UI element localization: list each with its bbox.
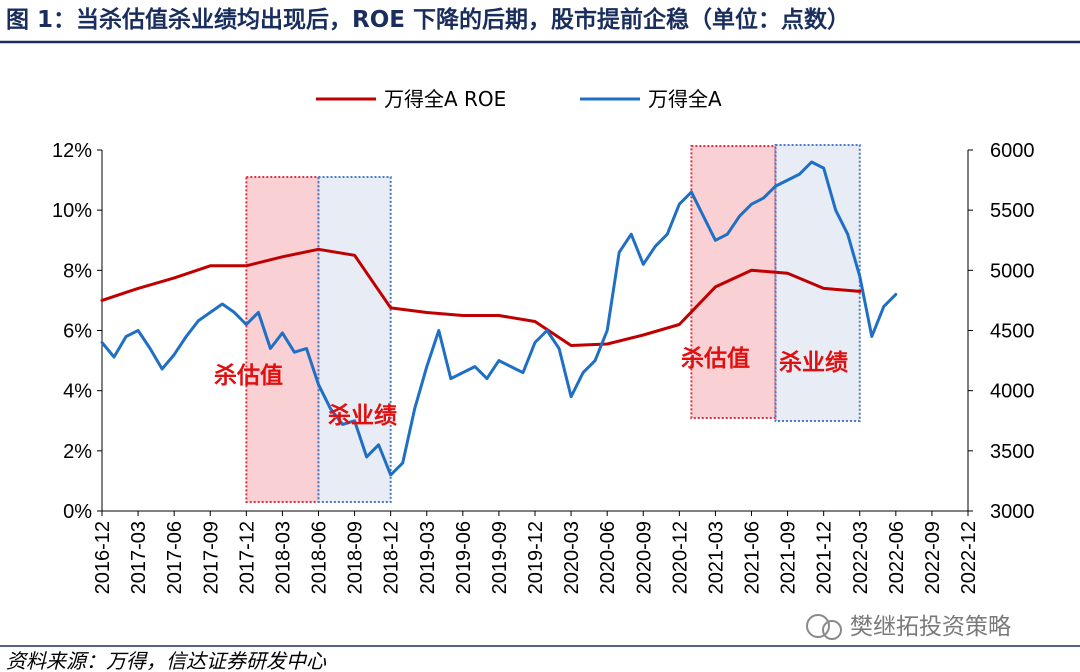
region-label-1: 杀估值 [214,362,283,389]
x-tick-label: 2019-12 [525,521,547,594]
region-label-2: 杀业绩 [328,402,397,429]
wechat-icon-inner [822,620,842,640]
wechat-icon [806,614,830,638]
x-tick-label: 2020-12 [669,521,691,594]
y-left-tick-label: 10% [52,200,92,222]
series-line-roe [100,247,862,347]
shaded-region-4 [774,144,861,422]
source-note: 资料来源：万得，信达证券研发中心 [6,649,327,672]
y-right-tick-label: 3500 [990,441,1035,463]
series-layer [100,160,898,477]
x-tick-label: 2020-06 [597,521,619,594]
y-right-tick-label: 4000 [990,381,1035,403]
region-label-4: 杀业绩 [779,349,848,376]
legend: 万得全A ROE 万得全A [316,87,722,111]
series-line-index [100,160,898,477]
y-right-tick-label: 6000 [990,140,1035,162]
y-right-tick-label: 4500 [990,321,1035,343]
x-tick-label: 2020-09 [633,521,655,594]
x-tick-label: 2022-06 [886,521,908,594]
y-left-tick-label: 12% [52,140,92,162]
legend-label-index: 万得全A [648,87,722,111]
x-tick-label: 2017-06 [164,521,186,594]
y-left-tick-label: 4% [63,381,92,403]
y-left-tick-label: 6% [63,321,92,343]
x-tick-label: 2021-06 [742,521,764,594]
x-tick-label: 2019-06 [453,521,475,594]
y-left-tick-label: 0% [63,501,92,523]
chart-title: 图 1：当杀估值杀业绩均出现后，ROE 下降的后期，股市提前企稳（单位：点数） [6,6,850,33]
x-tick-label: 2019-03 [417,521,439,594]
watermark: 樊继拓投资策略 [806,614,1011,640]
x-tick-label: 2016-12 [92,521,114,594]
y-right-tick-label: 5000 [990,260,1035,282]
x-tick-label: 2020-03 [561,521,583,594]
x-tick-label: 2022-09 [922,521,944,594]
x-tick-label: 2021-12 [814,521,836,594]
x-tick-label: 2021-09 [778,521,800,594]
shaded-regions [245,144,861,503]
shaded-region-3 [690,145,777,419]
x-tick-label: 2018-09 [345,521,367,594]
x-tick-label: 2018-06 [309,521,331,594]
y-left-tick-label: 2% [63,441,92,463]
axes: 0% 2% 4% 6% 8% 10% 12% 3000 3500 4000 4500 5000 5500… [52,140,1035,594]
x-tick-label: 2022-12 [958,521,980,594]
x-tick-label: 2017-12 [236,521,258,594]
legend-label-roe: 万得全A ROE [384,87,506,111]
x-tick-label: 2022-03 [850,521,872,594]
x-tick-label: 2021-03 [705,521,727,594]
x-tick-label: 2018-03 [272,521,294,594]
y-right-tick-label: 3000 [990,501,1035,523]
shaded-region-2 [317,176,392,503]
shaded-region-1 [245,176,320,503]
region-label-3: 杀估值 [681,345,750,372]
x-tick-label: 2017-03 [128,521,150,594]
watermark-text: 樊继拓投资策略 [850,614,1011,640]
x-tick-label: 2019-09 [489,521,511,594]
y-left-tick-label: 8% [63,260,92,282]
y-right-tick-label: 5500 [990,200,1035,222]
x-tick-label: 2017-09 [200,521,222,594]
x-tick-label: 2018-12 [381,521,403,594]
